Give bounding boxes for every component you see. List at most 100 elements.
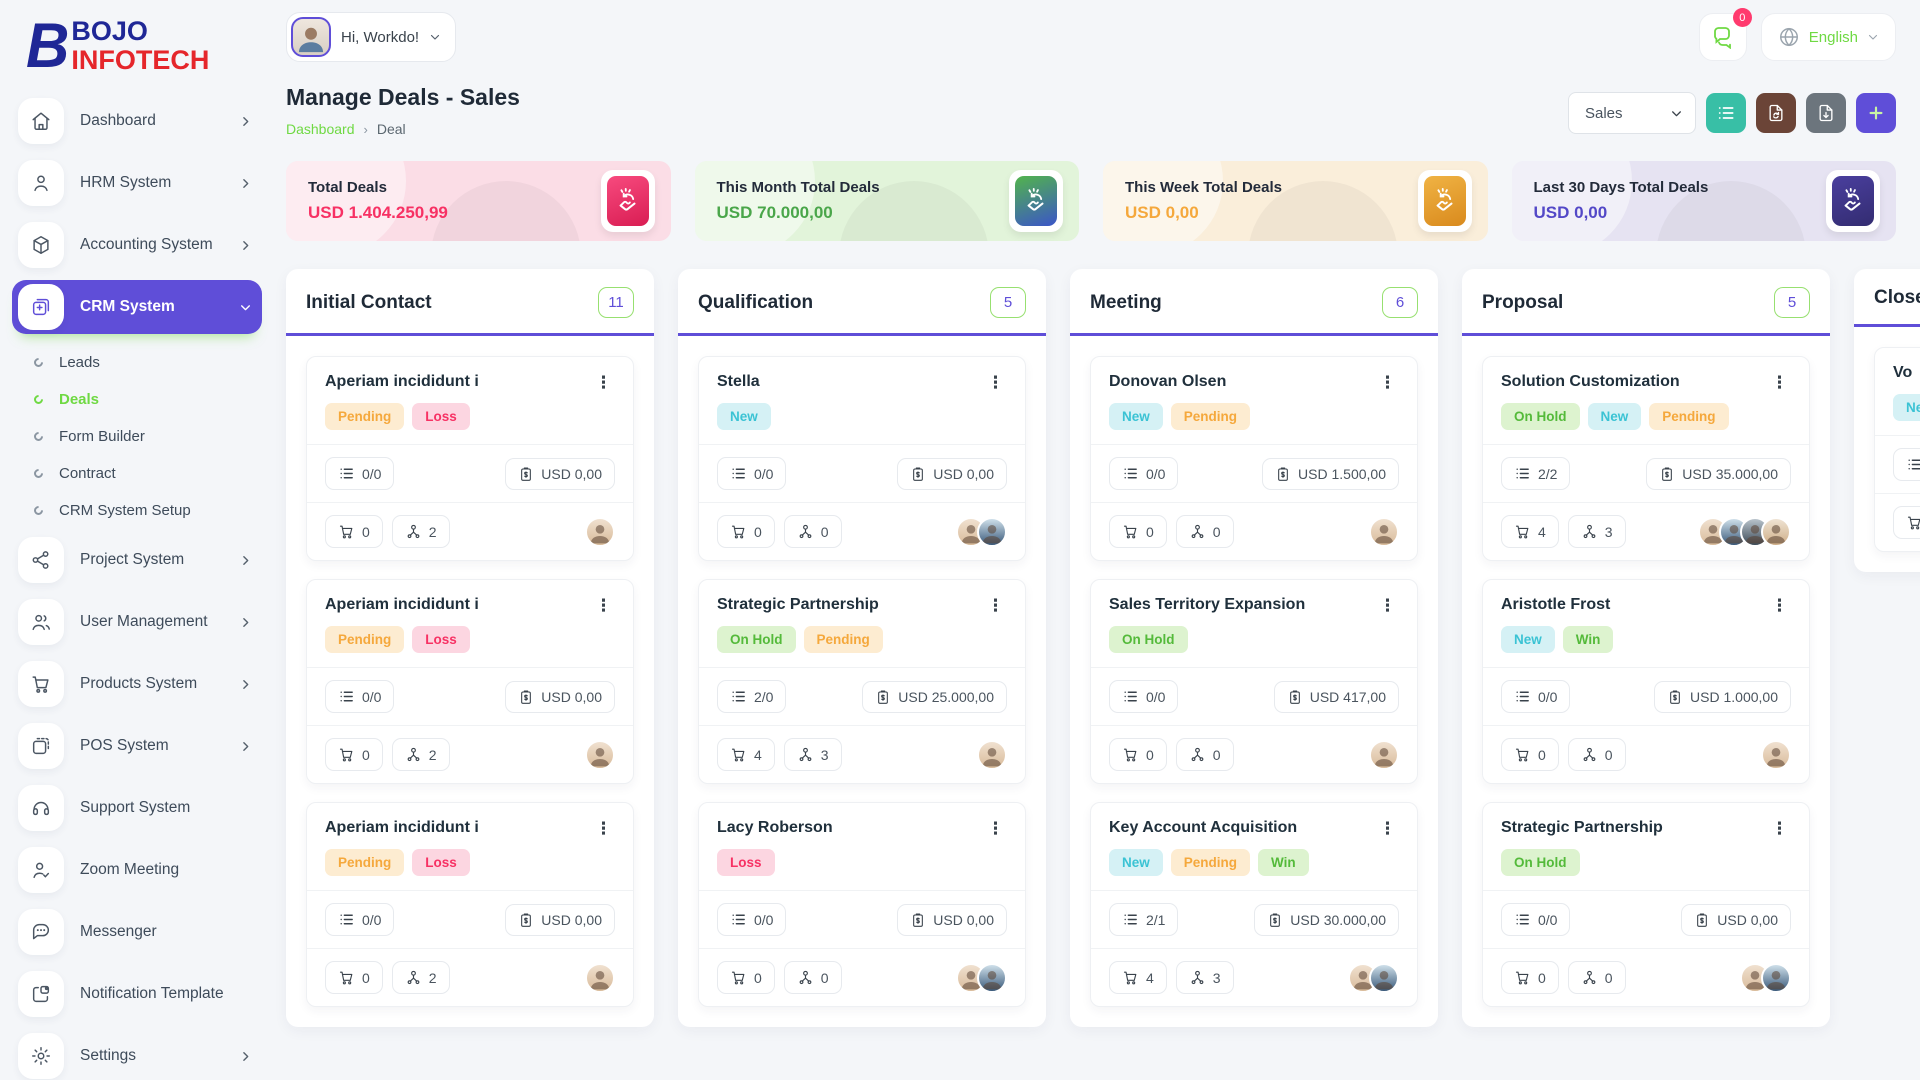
import-button[interactable] xyxy=(1756,93,1796,133)
deal-stats-row: 0/0 USD 0,00 xyxy=(307,890,633,948)
tasks-value: 0/0 xyxy=(362,688,382,705)
deal-card[interactable]: Strategic Partnership ⋮ On Hold 0/0 USD 0,00… xyxy=(1482,802,1810,1007)
deal-card-top: Key Account Acquisition ⋮ New Pending Win xyxy=(1109,803,1399,890)
language-selector[interactable]: English xyxy=(1760,13,1896,61)
sidebar-item-zoom-meeting[interactable]: Zoom Meeting xyxy=(12,843,262,897)
users-value: 2 xyxy=(428,523,437,540)
kebab-menu-icon[interactable]: ⋮ xyxy=(595,818,613,838)
deal-card[interactable]: Lacy Roberson ⋮ Loss 0/0 USD 0,00 0 0 xyxy=(698,802,1026,1007)
cart-icon xyxy=(1122,969,1139,986)
kebab-menu-icon[interactable]: ⋮ xyxy=(1379,372,1397,392)
sidebar-item-crm-system[interactable]: CRM System xyxy=(12,280,262,334)
deal-card[interactable]: Solution Customization ⋮ On Hold New Pending… xyxy=(1482,356,1810,561)
kebab-menu-icon[interactable]: ⋮ xyxy=(1771,595,1789,615)
sidebar-subitem-crm-system-setup[interactable]: CRM System Setup xyxy=(12,492,262,529)
products-pill: 4 xyxy=(1501,515,1559,548)
deal-card[interactable]: Aperiam incididunt i ⋮ Pending Loss 0/0 USD 0… xyxy=(306,356,634,561)
deal-card[interactable]: Key Account Acquisition ⋮ New Pending Win 2/1… xyxy=(1090,802,1418,1007)
add-deal-button[interactable] xyxy=(1856,93,1896,133)
sidebar-item-products-system[interactable]: Products System xyxy=(12,657,262,711)
products-pill: 0 xyxy=(717,961,775,994)
deal-card[interactable]: Aperiam incididunt i ⋮ Pending Loss 0/0 USD 0… xyxy=(306,579,634,784)
amount-pill: USD 1.500,00 xyxy=(1262,457,1399,490)
label-badge-new: New xyxy=(1587,403,1642,430)
sidebar-item-label: Zoom Meeting xyxy=(80,861,180,878)
deal-card[interactable]: Donovan Olsen ⋮ New Pending 0/0 USD 1.500,00 0… xyxy=(1090,356,1418,561)
avatar xyxy=(1369,739,1399,770)
kebab-menu-icon[interactable]: ⋮ xyxy=(1771,372,1789,392)
sidebar-subitem-leads[interactable]: Leads xyxy=(12,344,262,381)
sidebar-item-user-management[interactable]: User Management xyxy=(12,595,262,649)
sidebar-item-dashboard[interactable]: Dashboard xyxy=(12,94,262,148)
users-value: 0 xyxy=(1604,969,1613,986)
list-view-button[interactable] xyxy=(1706,93,1746,133)
amount-pill: USD 25.000,00 xyxy=(862,680,1007,713)
label-badge-pending: Pending xyxy=(325,849,405,876)
sidebar-item-support-system[interactable]: Support System xyxy=(12,781,262,835)
sidebar-item-notification-template[interactable]: Notification Template xyxy=(12,967,262,1021)
deal-card[interactable]: Strategic Partnership ⋮ On Hold Pending 2/0 U… xyxy=(698,579,1026,784)
products-value: 0 xyxy=(1538,969,1546,986)
deal-title-row: Donovan Olsen ⋮ xyxy=(1109,373,1399,391)
export-button[interactable] xyxy=(1806,93,1846,133)
user-greeting: Hi, Workdo! xyxy=(341,28,420,46)
sidebar-item-hrm-system[interactable]: HRM System xyxy=(12,156,262,210)
deal-title: Strategic Partnership xyxy=(1501,819,1663,836)
kanban-column-proposal: Proposal 5 Solution Customization ⋮ On Hold N… xyxy=(1462,269,1830,1027)
user-menu[interactable]: Hi, Workdo! xyxy=(286,12,457,62)
pipeline-select[interactable]: Sales xyxy=(1568,92,1696,134)
chevron-down-icon xyxy=(429,31,441,43)
sidebar-item-accounting-system[interactable]: Accounting System xyxy=(12,218,262,272)
deal-card[interactable]: Stella ⋮ New 0/0 USD 0,00 0 0 xyxy=(698,356,1026,561)
deal-stats-row: 0/0 USD 0,00 xyxy=(307,667,633,725)
avatar xyxy=(585,962,615,993)
deal-badges: New Win xyxy=(1501,626,1791,653)
kebab-menu-icon[interactable]: ⋮ xyxy=(987,372,1005,392)
sidebar-subitem-form-builder[interactable]: Form Builder xyxy=(12,418,262,455)
template-icon xyxy=(18,971,64,1017)
toolbar: Sales xyxy=(1568,92,1896,134)
kebab-menu-icon[interactable]: ⋮ xyxy=(1379,818,1397,838)
kebab-menu-icon[interactable]: ⋮ xyxy=(987,595,1005,615)
kebab-menu-icon[interactable]: ⋮ xyxy=(595,372,613,392)
chevron-down-icon xyxy=(1670,107,1683,120)
products-value: 4 xyxy=(754,746,762,763)
sidebar-subitem-deals[interactable]: Deals xyxy=(12,381,262,418)
stat-info: Total Deals USD 1.404.250,99 xyxy=(308,179,448,223)
cart-icon xyxy=(1122,746,1139,763)
sidebar-item-settings[interactable]: Settings xyxy=(12,1029,262,1080)
kebab-menu-icon[interactable]: ⋮ xyxy=(987,818,1005,838)
deal-card[interactable]: Sales Territory Expansion ⋮ On Hold 0/0 USD … xyxy=(1090,579,1418,784)
label-badge-new: New xyxy=(1501,626,1555,653)
stat-info: This Month Total Deals USD 70.000,00 xyxy=(717,179,880,223)
kebab-menu-icon[interactable]: ⋮ xyxy=(1771,818,1789,838)
deal-footer-pills: 00 xyxy=(1893,506,1920,539)
sidebar-item-messenger[interactable]: Messenger xyxy=(12,905,262,959)
gear-icon xyxy=(18,1033,64,1079)
products-pill: 4 xyxy=(1109,961,1167,994)
breadcrumb-dashboard-link[interactable]: Dashboard xyxy=(286,121,355,137)
kebab-menu-icon[interactable]: ⋮ xyxy=(595,595,613,615)
deal-card-top: Vo⋮ New xyxy=(1893,348,1920,435)
sidebar-subitem-contract[interactable]: Contract xyxy=(12,455,262,492)
deal-title-row: Strategic Partnership ⋮ xyxy=(1501,819,1791,837)
sidebar-item-project-system[interactable]: Project System xyxy=(12,533,262,587)
sidebar-item-pos-system[interactable]: POS System xyxy=(12,719,262,773)
deal-card[interactable]: Aristotle Frost ⋮ New Win 0/0 USD 1.000,00 0 0 xyxy=(1482,579,1810,784)
money-icon xyxy=(910,466,926,482)
kebab-menu-icon[interactable]: ⋮ xyxy=(1379,595,1397,615)
messages-button[interactable]: 0 xyxy=(1698,8,1752,61)
kanban-column-meeting: Meeting 6 Donovan Olsen ⋮ New Pending 0/0 USD 1… xyxy=(1070,269,1438,1027)
user-avatar xyxy=(291,17,331,57)
deal-badges: Pending Loss xyxy=(325,626,615,653)
deal-card[interactable]: Aperiam incididunt i ⋮ Pending Loss 0/0 USD 0… xyxy=(306,802,634,1007)
chat-icon xyxy=(18,909,64,955)
stat-info: This Week Total Deals USD 0,00 xyxy=(1125,179,1282,223)
